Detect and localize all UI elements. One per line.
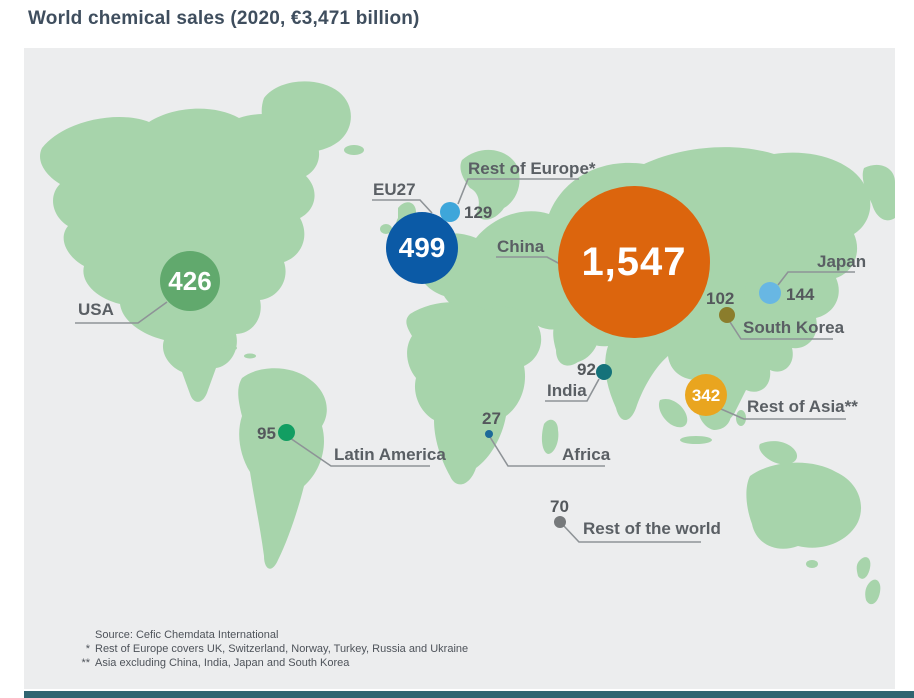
india-value: 92	[577, 360, 596, 379]
africa-value: 27	[482, 409, 501, 428]
india-bubble	[596, 364, 612, 380]
source-text: Source: Cefic Chemdata International	[95, 629, 279, 641]
africa-label: Africa	[562, 445, 611, 464]
south-korea-value: 102	[706, 289, 735, 308]
china-bubble: 1,547	[558, 186, 710, 338]
china-label: China	[497, 237, 545, 256]
bottom-accent-bar	[24, 691, 914, 698]
rest-of-world-value: 70	[550, 497, 569, 516]
footer-notes: Source: Cefic Chemdata International * R…	[64, 628, 468, 670]
footnote-1-mark: *	[85, 643, 90, 655]
africa-bubble	[485, 430, 493, 438]
page-title: World chemical sales (2020, €3,471 billi…	[28, 8, 420, 29]
japan-label: Japan	[817, 252, 867, 271]
south-korea-label: South Korea	[743, 318, 845, 337]
map-panel	[24, 48, 895, 689]
usa-bubble: 426	[160, 251, 220, 311]
eu27-label: EU27	[373, 180, 416, 199]
japan-value: 144	[786, 285, 815, 304]
world-map	[40, 81, 895, 605]
rest-of-asia-bubble: 342	[685, 374, 727, 416]
rest-of-world-bubble	[554, 516, 566, 528]
footnote-2-mark: **	[81, 657, 90, 669]
source-indent	[64, 628, 95, 642]
eu27-bubble: 499	[386, 212, 458, 284]
japan-bubble	[759, 282, 781, 304]
latin-america-label: Latin America	[334, 445, 446, 464]
footnote-2-text: Asia excluding China, India, Japan and S…	[95, 657, 350, 669]
rest-of-europe-value: 129	[464, 203, 493, 222]
latin-america-value: 95	[257, 424, 276, 443]
south-korea-bubble	[719, 307, 735, 323]
rest-of-europe-bubble	[440, 202, 460, 222]
usa-label: USA	[78, 300, 114, 319]
footnote-1-text: Rest of Europe covers UK, Switzerland, N…	[95, 643, 469, 655]
latin-america-bubble	[278, 424, 295, 441]
rest-of-asia-label: Rest of Asia**	[747, 397, 858, 416]
india-label: India	[547, 381, 587, 400]
rest-of-europe-label: Rest of Europe*	[468, 159, 596, 178]
rest-of-world-label: Rest of the world	[583, 519, 721, 538]
